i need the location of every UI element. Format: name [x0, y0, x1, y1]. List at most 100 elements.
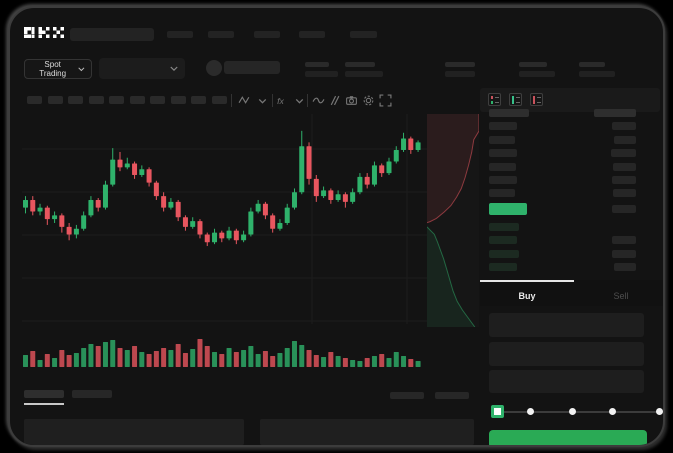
- price-skeleton: [489, 162, 516, 171]
- amount-input-skeleton[interactable]: [489, 342, 644, 366]
- orderbook-ask-row[interactable]: [489, 135, 636, 144]
- orderbook-ask-row[interactable]: [489, 175, 636, 184]
- nav-item-skeleton[interactable]: [299, 31, 325, 38]
- book-combined-icon[interactable]: [488, 93, 501, 106]
- market-type-label: Spot Trading: [39, 60, 67, 78]
- orderbook: [489, 109, 636, 276]
- depth-chart: [427, 114, 479, 327]
- total-input-skeleton[interactable]: [489, 370, 644, 393]
- line-tool-icon[interactable]: [312, 94, 325, 107]
- indicators-fx-icon[interactable]: fx: [276, 94, 289, 107]
- price-input-skeleton[interactable]: [489, 313, 644, 337]
- history-panel-skeleton: [260, 419, 474, 445]
- candlestick-chart[interactable]: [22, 114, 432, 369]
- slider-step-dot[interactable]: [656, 408, 663, 415]
- amount-skeleton: [613, 162, 636, 171]
- amount-skeleton: [612, 249, 636, 258]
- last-price-bar: [489, 202, 527, 215]
- compare-icon[interactable]: [328, 94, 341, 107]
- price-skeleton: [489, 262, 517, 271]
- chevron-down-icon[interactable]: [293, 94, 306, 107]
- price-skeleton: [489, 175, 517, 184]
- pair-name-skeleton: [224, 61, 280, 74]
- orderbook-bid-row[interactable]: [489, 249, 636, 258]
- orderbook-last-price-row[interactable]: [489, 202, 636, 215]
- ticker-stat-label-skeleton: [445, 62, 475, 67]
- orderbook-ask-row[interactable]: [489, 122, 636, 131]
- amount-skeleton: [594, 109, 636, 117]
- slider-step-dot[interactable]: [609, 408, 616, 415]
- orderbook-header-row[interactable]: [489, 109, 636, 117]
- app-window: Spot Trading fx: [10, 8, 663, 445]
- tab-sell[interactable]: Sell: [574, 280, 663, 306]
- market-type-dropdown[interactable]: Spot Trading: [24, 59, 92, 79]
- timeframe-button-skeleton[interactable]: [88, 96, 104, 104]
- amount-skeleton: [614, 135, 636, 144]
- price-skeleton: [489, 135, 515, 144]
- chevron-down-icon[interactable]: [256, 94, 269, 107]
- ticker-stat-label-skeleton: [305, 62, 329, 67]
- price-skeleton: [489, 222, 519, 231]
- ticker-stat-skeleton: [445, 62, 475, 77]
- timeframe-button-skeleton[interactable]: [68, 96, 83, 104]
- device-frame: Spot Trading fx: [8, 6, 665, 447]
- amount-skeleton: [611, 149, 636, 158]
- bottom-action-skeleton[interactable]: [390, 392, 424, 399]
- timeframe-button-skeleton[interactable]: [109, 96, 124, 104]
- bottom-tab-skeleton-active[interactable]: [24, 390, 64, 398]
- tab-sell-label: Sell: [613, 291, 629, 301]
- ticker-stat-value-skeleton: [579, 71, 615, 77]
- nav-item-skeleton[interactable]: [350, 31, 377, 38]
- amount-skeleton: [614, 262, 636, 271]
- navbar-search-skeleton[interactable]: [70, 28, 154, 41]
- ticker-stat-label-skeleton: [579, 62, 605, 67]
- toolbar-divider: [307, 94, 308, 107]
- price-skeleton: [489, 149, 517, 158]
- amount-skeleton: [613, 189, 636, 198]
- orderbook-bid-row[interactable]: [489, 236, 636, 245]
- timeframe-button-skeleton[interactable]: [47, 96, 63, 104]
- orderbook-ask-row[interactable]: [489, 189, 636, 198]
- book-bids-icon[interactable]: [509, 93, 522, 106]
- chart-type-icon[interactable]: [238, 94, 251, 107]
- ticker-stat-skeleton: [519, 62, 555, 77]
- slider-step-dot[interactable]: [569, 408, 576, 415]
- pair-search-dropdown[interactable]: [99, 58, 185, 79]
- slider-handle[interactable]: [491, 405, 504, 418]
- ticker-stat-value-skeleton: [519, 71, 555, 77]
- orders-panel-skeleton: [24, 419, 244, 445]
- ticker-stat-skeleton: [345, 62, 383, 77]
- orderbook-ask-row[interactable]: [489, 149, 636, 158]
- timeframe-button-skeleton[interactable]: [150, 96, 165, 104]
- timeframe-button-skeleton[interactable]: [170, 96, 186, 104]
- bottom-action-skeleton[interactable]: [435, 392, 469, 399]
- fullscreen-icon[interactable]: [379, 94, 392, 107]
- orderbook-ask-row[interactable]: [489, 162, 636, 171]
- nav-item-skeleton[interactable]: [167, 31, 193, 38]
- book-asks-icon[interactable]: [530, 93, 543, 106]
- timeframe-button-skeleton[interactable]: [211, 96, 227, 104]
- slider-step-dot[interactable]: [527, 408, 534, 415]
- slider-track[interactable]: [495, 411, 661, 413]
- ticker-stat-label-skeleton: [345, 62, 375, 67]
- nav-item-skeleton[interactable]: [254, 31, 280, 38]
- nav-item-skeleton[interactable]: [208, 31, 234, 38]
- coin-avatar: [206, 60, 222, 76]
- orderbook-bid-row[interactable]: [489, 262, 636, 271]
- svg-text:fx: fx: [277, 96, 284, 106]
- price-skeleton: [489, 189, 515, 198]
- trade-tabs: Buy Sell: [480, 280, 663, 306]
- timeframe-button-skeleton[interactable]: [191, 96, 206, 104]
- timeframe-button-skeleton[interactable]: [27, 96, 42, 104]
- settings-gear-icon[interactable]: [362, 94, 375, 107]
- bottom-tab-skeleton[interactable]: [72, 390, 112, 398]
- tab-buy[interactable]: Buy: [480, 280, 574, 306]
- camera-icon[interactable]: [345, 94, 358, 107]
- amount-slider[interactable]: [491, 404, 663, 420]
- buy-submit-button[interactable]: [489, 430, 647, 445]
- timeframe-button-skeleton[interactable]: [129, 96, 145, 104]
- price-skeleton: [489, 236, 517, 245]
- okx-logo[interactable]: [24, 25, 64, 40]
- orderbook-bid-row[interactable]: [489, 222, 636, 231]
- price-skeleton: [489, 109, 529, 117]
